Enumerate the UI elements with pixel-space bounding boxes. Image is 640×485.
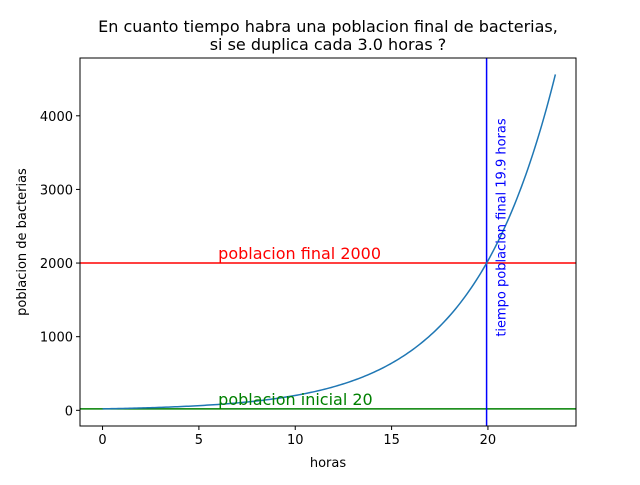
plot-area: poblacion final 2000 poblacion inicial 20… <box>40 57 577 448</box>
plot-lines <box>80 58 576 426</box>
x-tick-label-0: 0 <box>98 433 106 448</box>
reference-line-label-1: poblacion inicial 20 <box>218 390 373 409</box>
chart-title-line-2: si se duplica cada 3.0 horas ? <box>210 35 447 54</box>
reference-line-label-0: poblacion final 2000 <box>218 244 381 263</box>
y-tick-label-1: 1000 <box>40 331 73 346</box>
reference-line-label-2: tiempo poblacion final 19.9 horas <box>494 118 509 337</box>
x-tick-label-1: 5 <box>195 433 203 448</box>
plot-frame <box>79 57 577 427</box>
x-tick-label-4: 20 <box>480 433 497 448</box>
y-tick-label-2: 2000 <box>40 257 73 272</box>
y-tick-label-3: 3000 <box>40 183 73 198</box>
y-tick-label-0: 0 <box>65 404 73 419</box>
y-axis-label: poblacion de bacterias <box>15 168 30 316</box>
x-tick-label-2: 10 <box>287 433 304 448</box>
series-line-0 <box>102 74 557 410</box>
x-axis-label: horas <box>310 456 347 471</box>
y-tick-label-4: 4000 <box>40 110 73 125</box>
x-tick-label-3: 15 <box>383 433 400 448</box>
chart-title-line-1: En cuanto tiempo habra una poblacion fin… <box>98 17 558 36</box>
